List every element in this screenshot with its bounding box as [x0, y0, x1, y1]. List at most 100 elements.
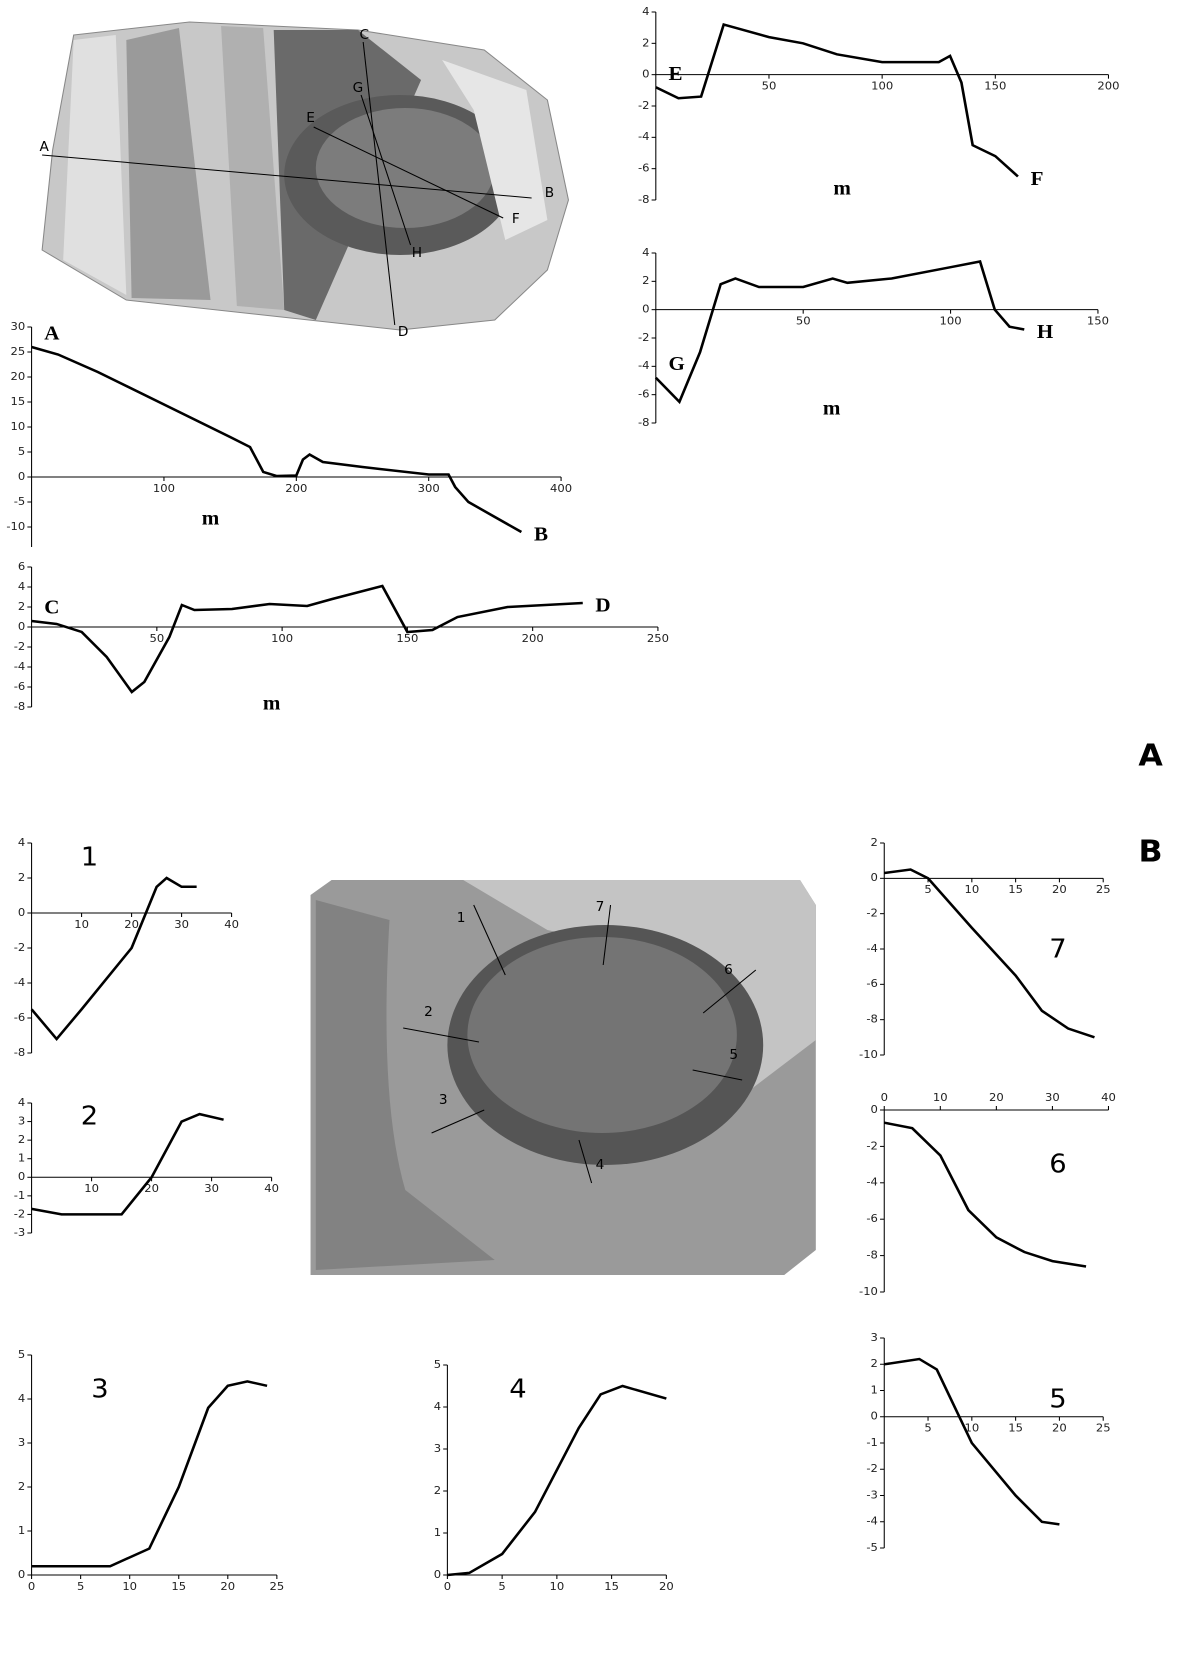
x-tick-label: 50 [796, 315, 811, 328]
terrain-map-a [41, 21, 569, 331]
x-tick-label: 5 [924, 884, 931, 897]
x-axis-label: m [833, 178, 851, 199]
profile-number: 5 [1049, 1384, 1066, 1414]
map-label: C [359, 28, 369, 43]
y-tick-label: 25 [11, 345, 26, 358]
x-tick-label: 10 [964, 1422, 979, 1435]
x-tick-label: 50 [762, 80, 777, 93]
y-tick-label: 1 [434, 1526, 441, 1539]
y-tick-label: -4 [14, 660, 26, 673]
y-tick-label: 2 [871, 1357, 878, 1370]
map-label: A [40, 140, 49, 155]
y-tick-label: 20 [11, 370, 26, 383]
profile-line [31, 1380, 268, 1568]
y-tick-label: -3 [14, 1226, 26, 1239]
y-tick-label: 3 [871, 1331, 878, 1344]
y-tick-label: -5 [14, 495, 26, 508]
map-label: E [306, 111, 315, 126]
y-tick-label: 30 [11, 320, 26, 333]
x-tick-label: 30 [174, 918, 189, 931]
x-axis-label: m [263, 693, 281, 714]
y-tick-label: 0 [18, 470, 25, 483]
x-tick-label: 100 [940, 315, 962, 328]
y-tick-label: -8 [638, 416, 650, 429]
x-tick-label: 25 [269, 1580, 284, 1593]
y-tick-label: 4 [434, 1400, 441, 1413]
x-tick-label: 30 [1045, 1091, 1060, 1104]
y-tick-label: 2 [642, 37, 649, 50]
y-tick-label: 4 [18, 1392, 25, 1405]
x-tick-label: 10 [122, 1580, 137, 1593]
start-label: C [44, 597, 59, 618]
x-tick-label: 30 [204, 1182, 219, 1195]
x-tick-label: 40 [264, 1182, 279, 1195]
y-tick-label: -2 [866, 1140, 878, 1153]
map-label: 6 [724, 963, 733, 978]
map-label: 2 [424, 1005, 433, 1020]
x-tick-label: 20 [1052, 1422, 1067, 1435]
y-tick-label: -2 [14, 640, 26, 653]
x-tick-label: 15 [1008, 1422, 1023, 1435]
y-tick-label: 0 [18, 1170, 25, 1183]
y-tick-label: 4 [18, 580, 25, 593]
profile-number: 1 [81, 842, 98, 872]
y-tick-label: 0 [871, 1103, 878, 1116]
profile-line [883, 1121, 1087, 1268]
y-tick-label: 0 [434, 1568, 441, 1581]
x-tick-label: 5 [498, 1580, 505, 1593]
x-tick-label: 150 [1087, 315, 1109, 328]
y-tick-label: -8 [14, 1046, 26, 1059]
profile-number: 3 [91, 1374, 108, 1404]
x-tick-label: 25 [1096, 884, 1111, 897]
profile-number: 2 [81, 1101, 98, 1131]
x-tick-label: 20 [220, 1580, 235, 1593]
x-tick-label: 20 [659, 1580, 674, 1593]
y-tick-label: -8 [638, 193, 650, 206]
x-tick-label: 40 [224, 918, 239, 931]
profile-line [884, 1357, 1060, 1526]
profile-line [655, 22, 1019, 178]
x-tick-label: 10 [964, 884, 979, 897]
y-tick-label: 4 [18, 836, 25, 849]
y-tick-label: -2 [638, 331, 650, 344]
x-tick-label: 200 [1097, 80, 1119, 93]
y-tick-label: -6 [14, 680, 26, 693]
y-tick-label: 5 [18, 445, 25, 458]
x-tick-label: 20 [144, 1182, 159, 1195]
end-label: F [1031, 169, 1044, 190]
y-tick-label: -6 [866, 1212, 878, 1225]
x-tick-label: 300 [418, 482, 440, 495]
x-tick-label: 20 [1052, 884, 1067, 897]
profile-line [31, 1112, 224, 1216]
map-label: H [412, 246, 422, 261]
y-tick-label: 5 [18, 1348, 25, 1361]
x-tick-label: 0 [444, 1580, 451, 1593]
y-tick-label: -8 [866, 1013, 878, 1026]
y-tick-label: 0 [18, 1568, 25, 1581]
y-tick-label: 4 [18, 1096, 25, 1109]
y-tick-label: -10 [859, 1048, 878, 1061]
terrain-map-b [310, 880, 816, 1275]
y-tick-label: -10 [6, 520, 25, 533]
x-tick-label: 200 [522, 632, 544, 645]
y-tick-label: -3 [866, 1489, 878, 1502]
x-tick-label: 40 [1101, 1091, 1116, 1104]
profile-line [31, 584, 583, 694]
map-label: F [512, 212, 520, 227]
panel-label: A [1138, 738, 1163, 773]
map-label: 7 [596, 900, 605, 915]
profile-number: 7 [1049, 934, 1066, 964]
end-label: H [1037, 322, 1053, 343]
x-tick-label: 100 [271, 632, 293, 645]
x-tick-label: 400 [550, 482, 572, 495]
map-label: 1 [457, 911, 466, 926]
x-tick-label: 5 [924, 1422, 931, 1435]
map-label: 5 [729, 1048, 738, 1063]
profile-line [884, 868, 1095, 1039]
x-tick-label: 10 [74, 918, 89, 931]
y-tick-label: 0 [642, 303, 649, 316]
x-tick-label: 150 [396, 632, 418, 645]
y-tick-label: -2 [14, 941, 26, 954]
